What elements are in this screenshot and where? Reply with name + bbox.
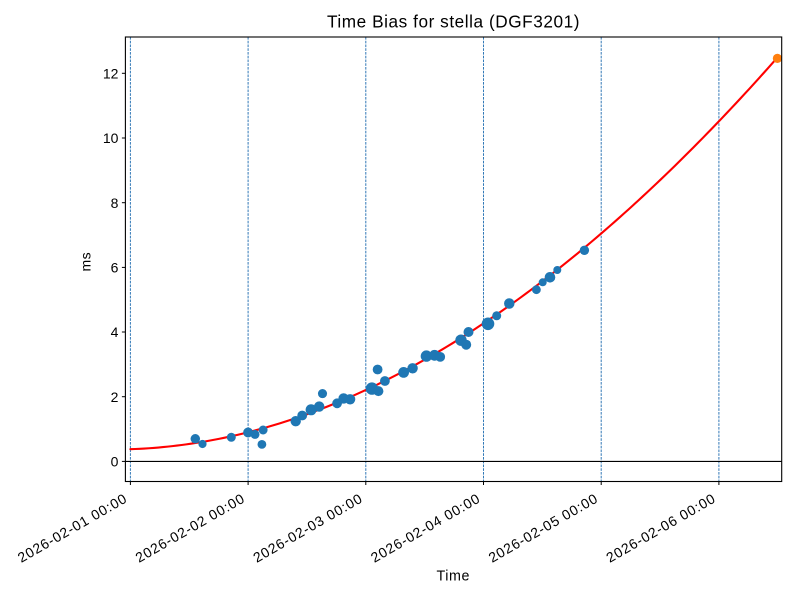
svg-text:0: 0 xyxy=(111,454,119,470)
svg-text:Time: Time xyxy=(436,569,470,585)
svg-text:12: 12 xyxy=(103,65,119,81)
svg-text:ms: ms xyxy=(77,252,93,272)
svg-text:10: 10 xyxy=(103,130,119,146)
svg-text:4: 4 xyxy=(111,324,119,340)
svg-text:Time Bias for stella (DGF3201): Time Bias for stella (DGF3201) xyxy=(327,12,580,32)
svg-text:6: 6 xyxy=(111,260,119,276)
svg-text:2: 2 xyxy=(111,389,119,405)
svg-text:8: 8 xyxy=(111,195,119,211)
